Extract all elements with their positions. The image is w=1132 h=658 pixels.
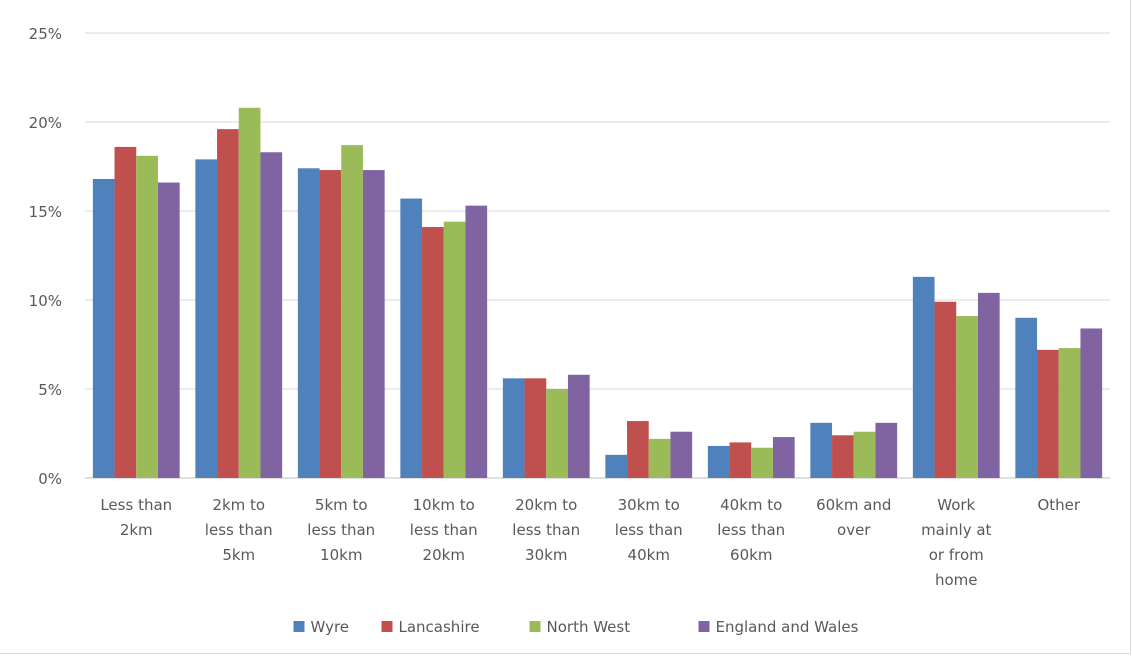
y-axis: 0% 5% 10% 15% 20% 25% <box>29 25 62 488</box>
bar <box>956 316 978 478</box>
bar <box>195 159 218 478</box>
bar <box>912 276 935 478</box>
legend-label: North West <box>547 618 631 636</box>
bar <box>341 145 363 478</box>
bar <box>751 447 773 478</box>
bar <box>627 421 649 478</box>
bar <box>810 422 833 478</box>
x-tick-label: 30km to less than 40km <box>615 496 683 564</box>
bar <box>670 431 693 478</box>
bar <box>114 146 137 479</box>
bar <box>362 170 385 478</box>
bar <box>546 389 568 478</box>
x-tick-label: 40km to less than 60km <box>717 496 785 564</box>
bar <box>422 227 444 478</box>
bar <box>1015 317 1038 478</box>
bar <box>977 292 1000 478</box>
x-tick-label: 5km to less than 10km <box>307 496 375 564</box>
legend: Wyre Lancashire North West England and Wale… <box>293 618 859 636</box>
y-tick-label: 15% <box>29 203 62 221</box>
y-tick-label: 0% <box>38 470 62 488</box>
bar <box>319 170 342 478</box>
legend-swatch <box>293 621 305 632</box>
bar <box>648 438 671 478</box>
x-tick-label: Less than 2km <box>100 496 172 539</box>
legend-label: Wyre <box>311 618 350 636</box>
bars <box>92 107 1103 479</box>
x-tick-label: 20km to less than 30km <box>512 496 580 564</box>
legend-swatch <box>381 621 393 632</box>
y-tick-label: 5% <box>38 381 62 399</box>
bar <box>1037 349 1059 478</box>
legend-label: England and Wales <box>716 618 859 636</box>
bar <box>400 198 423 479</box>
bar <box>875 422 898 478</box>
x-tick-label: 2km to less than 5km <box>205 496 273 564</box>
bar <box>157 182 180 478</box>
x-tick-label: 60km and over <box>816 496 891 539</box>
legend-label: Lancashire <box>399 618 480 636</box>
bar <box>605 454 628 478</box>
y-tick-label: 25% <box>29 25 62 43</box>
x-tick-label: Work mainly at or from home <box>921 496 991 589</box>
bar <box>567 374 590 478</box>
bar <box>729 442 752 478</box>
bar <box>502 378 525 478</box>
bar <box>136 155 158 478</box>
y-tick-label: 20% <box>29 114 62 132</box>
bar <box>260 152 283 478</box>
bar <box>92 178 115 478</box>
bar <box>832 435 854 478</box>
bar <box>934 301 957 478</box>
bar <box>524 378 547 478</box>
bar <box>1058 348 1081 478</box>
bar <box>217 129 239 478</box>
bar <box>853 431 876 478</box>
x-axis: Less than 2km 2km to less than 5km 5km to less… <box>100 496 1081 589</box>
y-tick-label: 10% <box>29 292 62 310</box>
bar <box>707 445 730 478</box>
bar <box>443 221 466 478</box>
x-tick-label: Other <box>1037 496 1080 514</box>
bar <box>238 107 261 478</box>
bar <box>1080 328 1103 478</box>
legend-swatch <box>529 621 541 632</box>
x-tick-label: 10km to less than 20km <box>410 496 478 564</box>
bar <box>465 205 488 478</box>
bar <box>297 168 320 478</box>
legend-swatch <box>698 621 710 632</box>
bar <box>772 437 795 478</box>
